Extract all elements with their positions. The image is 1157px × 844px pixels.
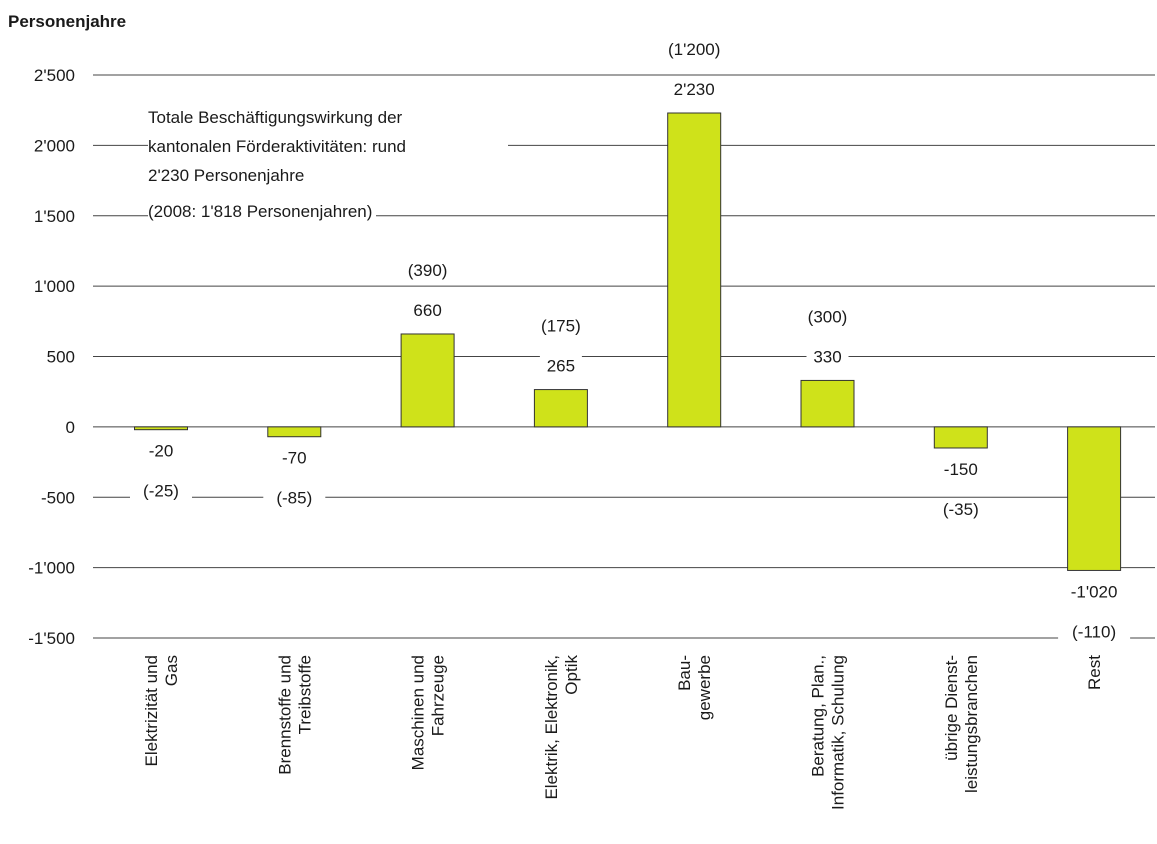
previous-label: (-35) xyxy=(943,500,979,519)
category-label: Elektrizität und xyxy=(142,655,161,767)
value-label-bg xyxy=(140,439,182,463)
category-label: Gas xyxy=(162,655,181,686)
value-label: -20 xyxy=(149,442,174,461)
bar xyxy=(134,426,188,431)
previous-label-bg xyxy=(1058,620,1131,644)
category-label: Treibstoffe xyxy=(295,655,314,734)
bar xyxy=(400,333,455,428)
annotation-box: Totale Beschäftigungswirkung der kantona… xyxy=(148,103,508,190)
category-label: Brennstoffe und xyxy=(275,655,294,775)
bars xyxy=(134,112,1122,571)
previous-label-bg xyxy=(653,38,736,62)
annotation-sub: (2008: 1'818 Personenjahren) xyxy=(148,202,377,222)
value-label: 265 xyxy=(547,357,575,376)
category-label: Beratung, Plan., xyxy=(809,655,828,777)
y-tick-labels: 2'500 2'000 1'500 1'000 500 0 -500 -1'000 -1'500 xyxy=(28,66,75,648)
value-label: -150 xyxy=(944,460,978,479)
previous-label-bg xyxy=(796,305,859,329)
y-axis-title: Personenjahre xyxy=(8,12,127,31)
value-labels: -20 (-25) -70 (-85) 660 (390) 265 (175) 2'230 (1'… xyxy=(130,38,1131,644)
category-label: Elektrik, Elektronik, xyxy=(542,655,561,800)
previous-label: (175) xyxy=(541,317,581,336)
category-label: übrige Dienst- xyxy=(942,655,961,761)
previous-label: (390) xyxy=(408,261,448,280)
category-label: Informatik, Schulung xyxy=(829,655,848,810)
annotation-line-3: 2'230 Personenjahre xyxy=(148,166,305,185)
value-label-bg xyxy=(934,457,987,481)
annotation-line-1: Totale Beschäftigungswirkung der xyxy=(148,108,403,127)
y-tick-label: 500 xyxy=(47,348,75,367)
category-label: Fahrzeuge xyxy=(429,655,448,736)
previous-label-bg xyxy=(263,486,326,510)
value-label-bg xyxy=(806,345,849,369)
bar xyxy=(933,426,988,449)
previous-label-bg xyxy=(929,497,992,521)
y-tick-label: -1'500 xyxy=(28,629,75,648)
previous-label-bg xyxy=(396,258,459,282)
value-label-bg xyxy=(1058,580,1131,604)
y-tick-label: 1'500 xyxy=(34,207,75,226)
category-labels: Elektrizität und Gas Brennstoffe und Treibs… xyxy=(142,655,1104,810)
value-label-bg xyxy=(406,298,449,322)
category-label: Rest xyxy=(1085,655,1104,690)
category-label: leistungsbranchen xyxy=(962,655,981,793)
category-label: Bau- xyxy=(675,655,694,691)
value-label-bg xyxy=(539,354,582,378)
y-tick-label: 2'500 xyxy=(34,66,75,85)
annotation-line-2: kantonalen Förderaktivitäten: rund xyxy=(148,137,406,156)
value-label-bg xyxy=(663,78,726,102)
previous-label-bg xyxy=(130,479,192,503)
y-tick-label: 2'000 xyxy=(34,136,75,155)
category-label: gewerbe xyxy=(695,655,714,720)
value-label: 330 xyxy=(813,347,841,366)
bar xyxy=(1067,426,1122,571)
gridlines xyxy=(93,74,1155,639)
y-tick-label: -500 xyxy=(41,488,75,507)
value-label: 2'230 xyxy=(674,80,715,99)
category-label: Maschinen und xyxy=(409,655,428,770)
y-tick-label: -1'000 xyxy=(28,559,75,578)
bar xyxy=(667,112,722,428)
value-label: -70 xyxy=(282,449,307,468)
category-label: Optik xyxy=(562,655,581,695)
previous-label: (-85) xyxy=(276,489,312,508)
previous-label-bg xyxy=(529,314,592,338)
value-label: 660 xyxy=(413,301,441,320)
bar xyxy=(267,426,322,438)
previous-label: (-110) xyxy=(1072,622,1116,641)
value-label: -1'020 xyxy=(1071,582,1118,601)
y-tick-label: 1'000 xyxy=(34,277,75,296)
previous-label: (300) xyxy=(808,307,848,326)
bar xyxy=(800,379,855,428)
y-tick-label: 0 xyxy=(66,418,75,437)
previous-label: (1'200) xyxy=(668,40,720,59)
value-label-bg xyxy=(273,446,316,470)
previous-label: (-25) xyxy=(143,482,179,501)
bar xyxy=(533,389,588,428)
